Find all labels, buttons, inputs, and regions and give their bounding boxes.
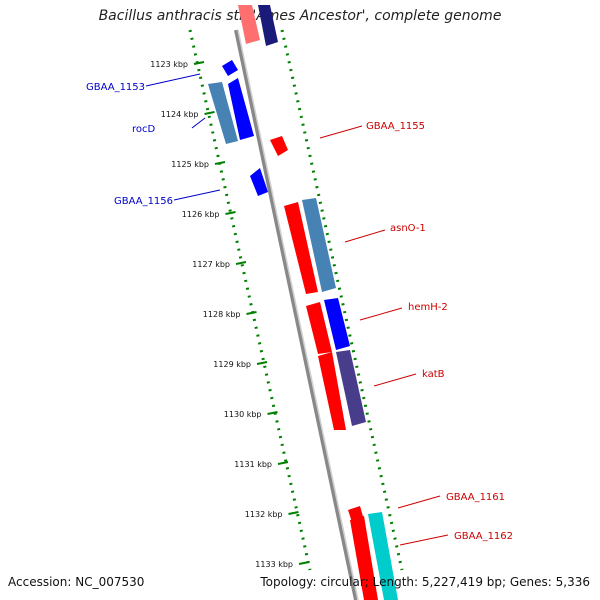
tick-mark (214, 161, 226, 165)
tick: 1133 kbp (255, 560, 310, 569)
topology-text: Topology: circular; Length: 5,227,419 bp… (260, 575, 590, 589)
right-label-text: GBAA_1162 (454, 531, 513, 542)
tick: 1126 kbp (182, 210, 236, 219)
tick-mark (246, 311, 257, 315)
feature-top-navy[interactable] (258, 5, 278, 46)
feature-gbaa-1156[interactable] (250, 168, 268, 196)
left-label-text: rocD (132, 124, 156, 135)
outer-ruler-right (280, 29, 404, 571)
left-feature-label[interactable]: rocD (132, 117, 206, 135)
right-label-connector (373, 373, 417, 387)
right-label-text: asnO-1 (390, 223, 426, 234)
tick: 1132 kbp (245, 510, 299, 519)
tick-mark (298, 561, 310, 565)
tick-label: 1125 kbp (171, 160, 209, 169)
tick-label: 1132 kbp (245, 510, 283, 519)
tick-mark (256, 361, 268, 365)
tick-mark (277, 461, 289, 465)
feature-rocd-blue[interactable] (228, 78, 254, 140)
tick-label: 1127 kbp (192, 260, 230, 269)
tick-label: 1124 kbp (161, 110, 199, 119)
right-feature-label[interactable]: asnO-1 (344, 223, 426, 243)
left-feature-label[interactable]: GBAA_1153 (86, 73, 201, 93)
feature-gbaa-1153[interactable] (222, 60, 238, 76)
right-feature-label[interactable]: GBAA_1161 (397, 492, 505, 509)
left-label-text: GBAA_1156 (114, 196, 173, 207)
tick-label: 1133 kbp (255, 560, 293, 569)
right-label-connector (397, 495, 441, 509)
right-label-connector (344, 229, 386, 243)
tick-label: 1130 kbp (224, 410, 262, 419)
tick-label: 1123 kbp (150, 60, 188, 69)
left-label-connector (145, 73, 201, 87)
accession-text: Accession: NC_007530 (8, 575, 145, 589)
feature-asno1-steel[interactable] (302, 198, 336, 292)
tick: 1131 kbp (234, 460, 289, 469)
right-label-text: hemH-2 (408, 302, 448, 313)
genome-backbone-highlight (237, 29, 359, 600)
tick-label: 1131 kbp (234, 460, 272, 469)
tick: 1128 kbp (203, 310, 257, 319)
tick: 1127 kbp (192, 260, 247, 269)
right-label-text: GBAA_1161 (446, 492, 505, 503)
tick: 1123 kbp (150, 60, 205, 69)
tick: 1124 kbp (161, 110, 215, 119)
feature-katb-red[interactable] (318, 352, 346, 430)
feature-gbaa-1162-cyan[interactable] (368, 512, 398, 600)
tick-mark (288, 511, 299, 515)
feature-asno1-red[interactable] (284, 202, 318, 294)
tick-mark (267, 411, 278, 415)
feature-gbaa-1162-red[interactable] (350, 516, 378, 600)
tick-mark (225, 211, 236, 215)
genome-backbone (234, 29, 358, 600)
tick-mark (235, 261, 247, 265)
left-feature-label[interactable]: GBAA_1156 (114, 189, 221, 207)
right-label-text: katB (422, 369, 445, 380)
right-label-connector (319, 125, 363, 139)
right-feature-label[interactable]: GBAA_1162 (399, 531, 513, 546)
tick: 1129 kbp (213, 360, 268, 369)
right-label-text: GBAA_1155 (366, 121, 425, 132)
tick-mark (193, 61, 205, 65)
left-label-connector (191, 117, 206, 129)
feature-rocd-steel[interactable] (208, 82, 238, 144)
right-label-connector (359, 307, 403, 321)
feature-top-left-red[interactable] (238, 5, 260, 44)
tick-label: 1126 kbp (182, 210, 220, 219)
tick-layer: 1123 kbp 1124 kbp 1125 kbp 1126 kbp 1127 kbp… (150, 60, 310, 569)
tick-label: 1128 kbp (203, 310, 241, 319)
tick-mark (204, 111, 215, 115)
left-label-text: GBAA_1153 (86, 82, 145, 93)
right-label-connector (399, 534, 449, 546)
feature-hemh2-blue[interactable] (324, 298, 350, 350)
tick: 1130 kbp (224, 410, 278, 419)
feature-hemh2-red[interactable] (306, 302, 332, 354)
tick-label: 1129 kbp (213, 360, 251, 369)
tick: 1125 kbp (171, 160, 226, 169)
left-label-connector (173, 189, 221, 201)
feature-katb-darkslate[interactable] (336, 350, 366, 426)
features-layer (208, 5, 398, 600)
map-title: Bacillus anthracis str. 'Ames Ancestor',… (98, 8, 502, 24)
right-feature-label[interactable]: GBAA_1155 (319, 121, 425, 139)
feature-gbaa-1155[interactable] (270, 136, 288, 156)
right-feature-label[interactable]: hemH-2 (359, 302, 448, 321)
right-feature-label[interactable]: katB (373, 369, 445, 387)
label-layer: GBAA_1153 rocD GBAA_1156 GBAA_1155 asnO-1 hem… (86, 73, 513, 546)
